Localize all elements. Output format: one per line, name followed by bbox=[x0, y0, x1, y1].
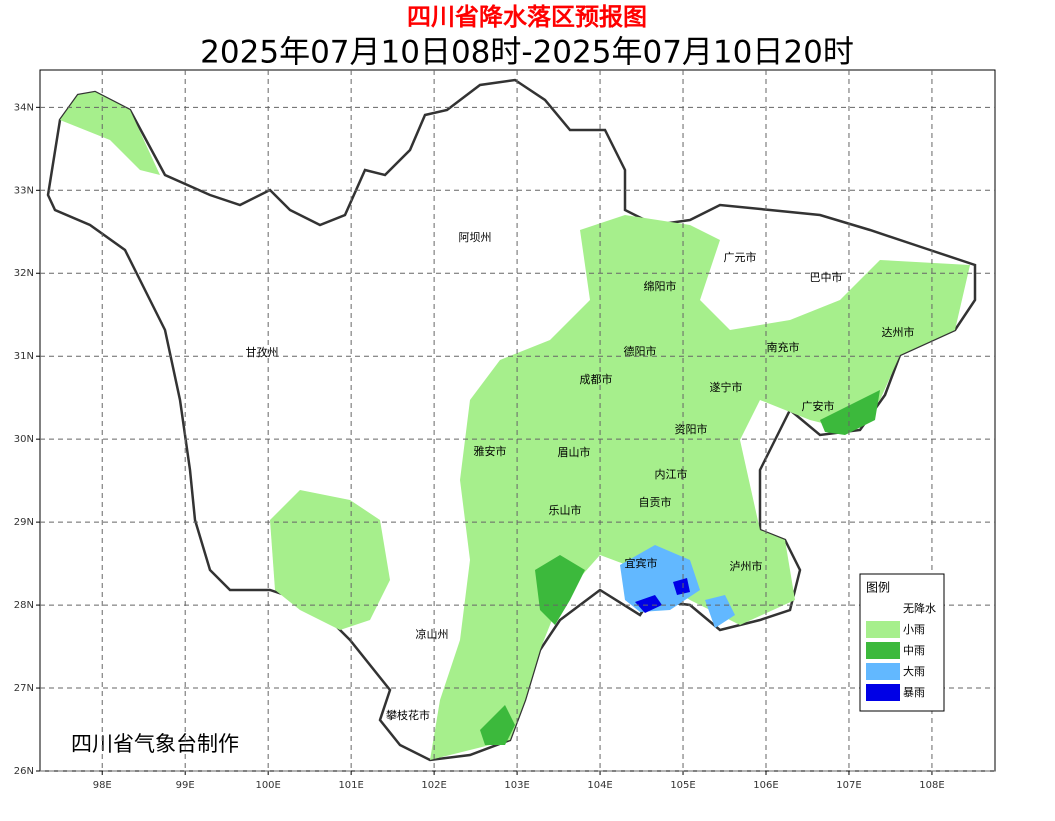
heavy-rain-area bbox=[620, 545, 700, 612]
light-rain-area bbox=[270, 490, 390, 630]
x-tick-label: 101E bbox=[338, 780, 363, 791]
x-tick-label: 102E bbox=[421, 780, 446, 791]
x-tick-label: 107E bbox=[836, 780, 861, 791]
x-tick-label: 105E bbox=[670, 780, 695, 791]
legend-label: 小雨 bbox=[903, 623, 925, 636]
x-tick-label: 100E bbox=[255, 780, 280, 791]
x-tick-label: 98E bbox=[93, 780, 112, 791]
y-tick-label: 32N bbox=[14, 268, 34, 279]
y-tick-label: 26N bbox=[14, 766, 34, 777]
city-label: 成都市 bbox=[580, 372, 613, 386]
legend-swatch bbox=[866, 684, 900, 701]
city-label: 泸州市 bbox=[730, 559, 763, 573]
city-label: 雅安市 bbox=[474, 444, 507, 458]
city-label: 自贡市 bbox=[639, 495, 672, 509]
legend-label: 中雨 bbox=[903, 644, 925, 657]
city-label: 资阳市 bbox=[675, 422, 708, 436]
city-label: 阿坝州 bbox=[459, 230, 492, 244]
subtitle: 2025年07月10日08时-2025年07月10日20时 bbox=[200, 35, 854, 71]
y-tick-label: 29N bbox=[14, 517, 34, 528]
y-tick-label: 30N bbox=[14, 434, 34, 445]
legend-label: 大雨 bbox=[903, 664, 925, 678]
y-tick-label: 34N bbox=[14, 102, 34, 113]
city-label: 内江市 bbox=[655, 467, 688, 481]
legend-swatch bbox=[866, 621, 900, 638]
x-tick-label: 108E bbox=[919, 780, 944, 791]
legend-label: 暴雨 bbox=[903, 686, 925, 699]
moderate-rain-area bbox=[820, 390, 880, 435]
title: 四川省降水落区预报图 bbox=[407, 3, 647, 31]
city-label: 遂宁市 bbox=[710, 380, 743, 394]
city-label: 眉山市 bbox=[558, 445, 591, 459]
legend-swatch bbox=[866, 600, 900, 617]
light-rain-area bbox=[60, 92, 160, 175]
rainstorm-area bbox=[635, 595, 662, 613]
y-tick-label: 27N bbox=[14, 683, 34, 694]
legend-label: 无降水 bbox=[903, 601, 936, 615]
city-label: 攀枝花市 bbox=[386, 708, 430, 722]
city-label: 广安市 bbox=[802, 399, 835, 413]
city-label: 巴中市 bbox=[810, 270, 843, 284]
rainstorm-area bbox=[673, 578, 690, 595]
city-label: 达州市 bbox=[882, 325, 915, 339]
x-tick-label: 106E bbox=[753, 780, 778, 791]
city-label: 广元市 bbox=[724, 250, 757, 264]
city-label: 甘孜州 bbox=[246, 345, 279, 359]
legend-swatch bbox=[866, 663, 900, 680]
y-tick-label: 28N bbox=[14, 600, 34, 611]
legend-title: 图例 bbox=[866, 581, 890, 595]
credit: 四川省气象台制作 bbox=[71, 732, 239, 756]
heavy-rain-area bbox=[705, 595, 735, 628]
city-label: 南充市 bbox=[767, 340, 800, 354]
city-label: 绵阳市 bbox=[644, 279, 677, 293]
y-tick-label: 33N bbox=[14, 185, 34, 196]
x-tick-label: 103E bbox=[504, 780, 529, 791]
province-map bbox=[46, 78, 977, 762]
y-tick-label: 31N bbox=[14, 351, 34, 362]
legend-swatch bbox=[866, 642, 900, 659]
x-tick-label: 99E bbox=[176, 780, 195, 791]
moderate-rain-area bbox=[535, 555, 585, 625]
city-label: 凉山州 bbox=[416, 627, 449, 641]
x-tick-label: 104E bbox=[587, 780, 612, 791]
moderate-rain-area bbox=[480, 705, 515, 745]
city-label: 乐山市 bbox=[549, 503, 582, 517]
city-label: 宜宾市 bbox=[625, 556, 658, 570]
city-label: 德阳市 bbox=[624, 344, 657, 358]
light-rain-area bbox=[430, 215, 970, 760]
